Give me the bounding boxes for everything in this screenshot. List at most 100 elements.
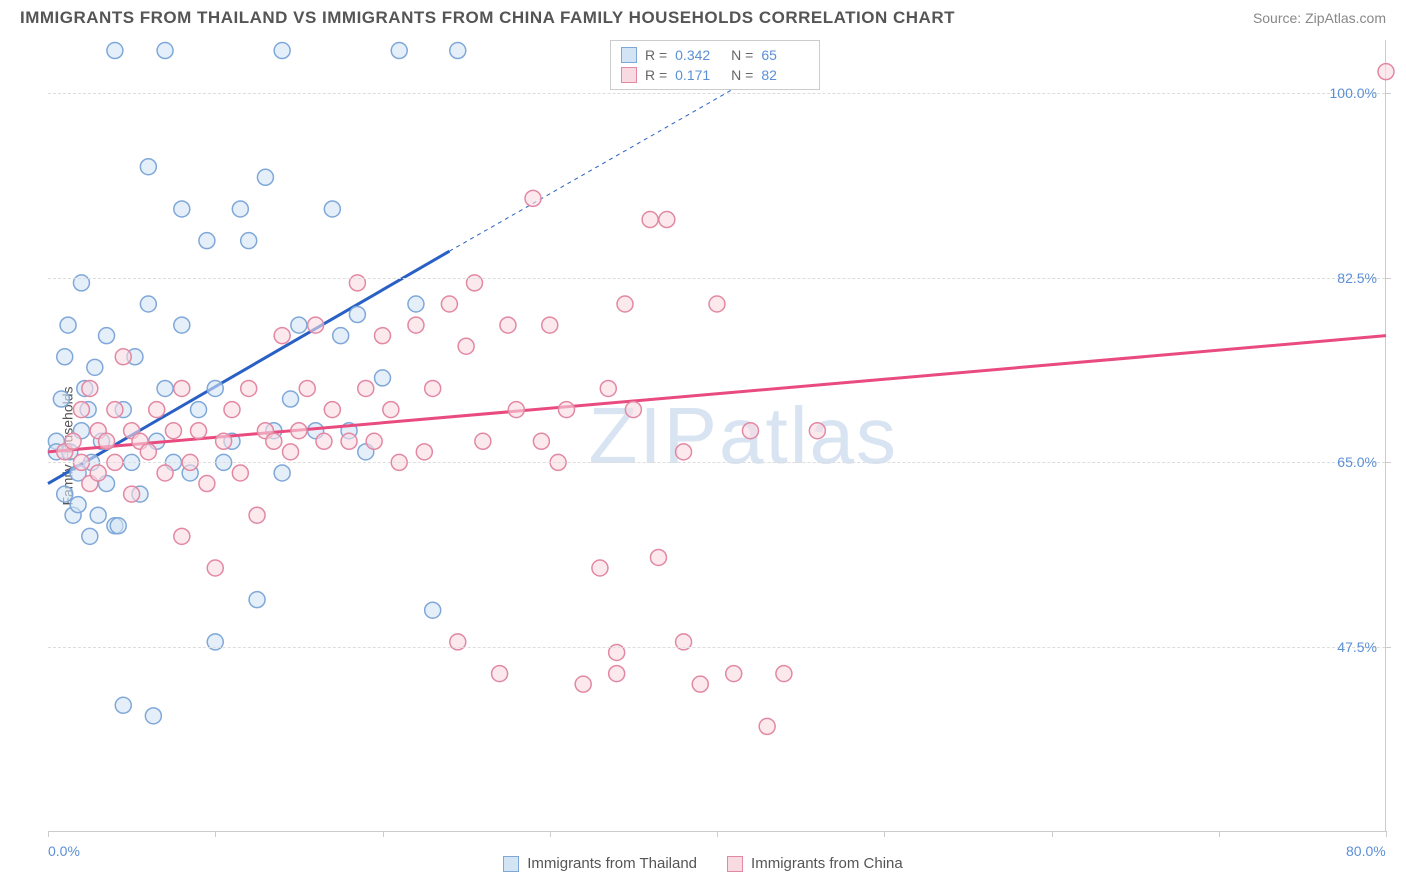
y-tick-label: 82.5% [1337,270,1377,286]
data-point [191,423,207,439]
data-point [274,465,290,481]
data-point [375,370,391,386]
n-label: N = [731,47,753,63]
data-point [57,486,73,502]
data-point [140,296,156,312]
data-point [333,328,349,344]
data-point [157,465,173,481]
data-point [107,43,123,59]
data-point [425,602,441,618]
data-point [224,402,240,418]
data-point [341,433,357,449]
data-point [199,233,215,249]
data-point [592,560,608,576]
legend-swatch [727,856,743,872]
legend-stat-row: R = 0.342 N = 65 [621,47,809,63]
data-point [617,296,633,312]
data-point [408,317,424,333]
data-point [558,402,574,418]
data-point [1378,64,1394,80]
data-point [99,433,115,449]
data-point [82,528,98,544]
data-point [609,666,625,682]
scatter-svg [48,40,1385,831]
data-point [199,476,215,492]
data-point [375,328,391,344]
data-point [324,402,340,418]
data-point [508,402,524,418]
data-point [241,233,257,249]
data-point [525,190,541,206]
y-tick-label: 100.0% [1330,85,1377,101]
data-point [650,549,666,565]
data-point [60,317,76,333]
data-point [73,402,89,418]
data-point [291,317,307,333]
data-point [90,465,106,481]
data-point [174,380,190,396]
data-point [425,380,441,396]
data-point [316,433,332,449]
data-point [140,444,156,460]
data-point [241,380,257,396]
data-point [124,486,140,502]
data-point [776,666,792,682]
data-point [165,423,181,439]
data-point [157,380,173,396]
data-point [542,317,558,333]
data-point [249,592,265,608]
data-point [575,676,591,692]
r-value: 0.342 [675,47,723,63]
data-point [383,402,399,418]
data-point [65,433,81,449]
r-label: R = [645,47,667,63]
series-legend: Immigrants from Thailand Immigrants from … [0,855,1406,872]
data-point [533,433,549,449]
data-point [391,43,407,59]
data-point [416,444,432,460]
data-point [500,317,516,333]
data-point [232,465,248,481]
data-point [692,676,708,692]
data-point [291,423,307,439]
source-label: Source: ZipAtlas.com [1253,10,1386,26]
n-value: 82 [761,67,809,83]
data-point [274,328,290,344]
data-point [600,380,616,396]
data-point [492,666,508,682]
legend-item: Immigrants from Thailand [503,855,697,872]
data-point [70,497,86,513]
n-label: N = [731,67,753,83]
data-point [174,528,190,544]
grid-line-horizontal [48,647,1385,648]
legend-swatch [621,67,637,83]
data-point [191,402,207,418]
data-point [90,507,106,523]
grid-line-horizontal [48,93,1385,94]
data-point [458,338,474,354]
data-point [441,296,457,312]
data-point [809,423,825,439]
data-point [349,307,365,323]
data-point [324,201,340,217]
legend-label: Immigrants from China [751,855,903,872]
data-point [358,380,374,396]
data-point [99,328,115,344]
data-point [157,43,173,59]
data-point [408,296,424,312]
data-point [274,43,290,59]
data-point [676,444,692,460]
data-point [216,433,232,449]
data-point [57,349,73,365]
n-value: 65 [761,47,809,63]
data-point [149,402,165,418]
data-point [232,201,248,217]
y-tick-label: 65.0% [1337,454,1377,470]
data-point [82,380,98,396]
data-point [299,380,315,396]
data-point [642,212,658,228]
grid-line-horizontal [48,462,1385,463]
chart-title: IMMIGRANTS FROM THAILAND VS IMMIGRANTS F… [20,8,955,28]
r-value: 0.171 [675,67,723,83]
legend-label: Immigrants from Thailand [527,855,697,872]
